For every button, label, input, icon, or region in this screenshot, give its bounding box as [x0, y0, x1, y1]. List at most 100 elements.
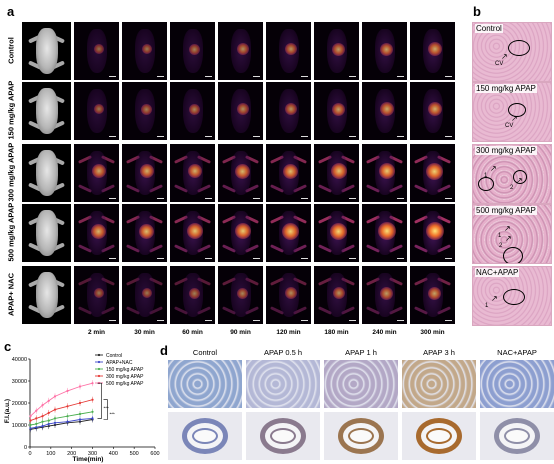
histology-image: 150 mg/kg APAP CV ↗	[472, 82, 552, 142]
significance-marker: ***	[110, 412, 116, 417]
data-point	[47, 411, 50, 414]
ihc-tissue-image	[168, 360, 242, 408]
data-point	[91, 410, 94, 413]
series-line	[30, 411, 93, 426]
annotation-circle	[508, 103, 526, 117]
y-tick-label: 0	[24, 445, 27, 451]
arrow-icon: ↗	[491, 294, 498, 303]
arrow-icon: ↗	[511, 114, 518, 123]
annotation-circle	[503, 289, 525, 305]
data-point	[41, 404, 44, 407]
data-point	[66, 389, 69, 392]
time-label: 240 min	[372, 329, 397, 336]
data-point	[41, 425, 44, 428]
time-label: 300 min	[420, 329, 445, 336]
annotation-circle	[503, 247, 523, 263]
y-tick-label: 30000	[12, 379, 27, 385]
ihc-tissue-image	[480, 360, 554, 408]
data-point	[41, 415, 44, 418]
time-label: 60 min	[182, 329, 203, 336]
brightfield-image	[22, 204, 71, 262]
legend-label: Control	[106, 353, 122, 359]
ihc-tissue-image	[246, 360, 320, 408]
x-axis-label: Time(min)	[73, 456, 104, 463]
data-point	[53, 408, 57, 411]
data-point	[78, 385, 82, 388]
fluorescence-image	[314, 144, 359, 202]
fluorescence-image	[410, 22, 455, 80]
histology-label: 150 mg/kg APAP	[475, 84, 537, 93]
histology-label: Control	[475, 24, 503, 33]
data-point	[41, 420, 44, 423]
annotation-text: CV	[505, 123, 514, 129]
annotation-text: 2	[499, 243, 503, 249]
x-tick-label: 100	[46, 451, 55, 457]
fluorescence-image	[314, 204, 359, 262]
ihc-column-title: NAC+APAP	[497, 348, 537, 357]
legend-label: 300 mg/kg APAP	[106, 374, 144, 380]
row-label: 300 mg/kg APAP	[6, 142, 16, 202]
fluorescence-image	[218, 266, 263, 324]
fluorescence-image	[170, 144, 215, 202]
histology-image: 500 mg/kg APAP 1 ↗ 2 ↗	[472, 204, 552, 264]
x-tick-label: 0	[28, 451, 31, 457]
histology-label: NAC+APAP	[475, 268, 520, 277]
panel-letter-b: b	[473, 4, 481, 19]
time-label: 180 min	[324, 329, 349, 336]
histology-image: 300 mg/kg APAP 1 ↗ 2 ↗	[472, 144, 552, 204]
time-label: 2 min	[88, 329, 105, 336]
fluorescence-image	[122, 204, 167, 262]
significance-bracket	[97, 382, 102, 419]
arrow-icon: ↗	[490, 164, 497, 173]
fluorescence-image	[122, 22, 167, 80]
brightfield-image	[22, 266, 71, 324]
panel-letter-c: c	[4, 339, 12, 354]
histology-image: NAC+APAP 1 ↗	[472, 266, 552, 326]
fluorescence-image	[266, 144, 311, 202]
brightfield-image	[22, 22, 71, 80]
ihc-column-title: APAP 1 h	[345, 348, 377, 357]
annotation-text: 1	[498, 233, 502, 239]
legend-label: 150 mg/kg APAP	[106, 367, 144, 373]
histology-image: Control CV ↗	[472, 22, 552, 82]
data-point	[91, 417, 94, 420]
fluorescence-image	[74, 204, 119, 262]
ihc-vessel-image	[402, 412, 476, 460]
data-point	[78, 401, 82, 405]
panel-b-histology: Control CV ↗ 150 mg/kg APAP CV ↗ 300 mg/kg APA…	[470, 0, 554, 340]
fluorescence-image	[122, 82, 167, 140]
panel-letter-a: a	[7, 4, 15, 19]
row-label: APAP+ NAC	[6, 273, 16, 316]
ihc-vessel-image	[480, 412, 554, 460]
fluorescence-image	[362, 144, 407, 202]
y-tick-label: 10000	[12, 423, 27, 429]
data-point	[78, 412, 82, 416]
data-point	[78, 418, 82, 421]
data-point	[91, 382, 94, 385]
data-point	[35, 426, 38, 429]
data-point	[35, 422, 38, 425]
time-label: 90 min	[230, 329, 251, 336]
fluorescence-image	[218, 204, 263, 262]
histology-label: 300 mg/kg APAP	[475, 146, 537, 155]
data-point	[66, 415, 69, 418]
data-point	[66, 420, 69, 423]
brightfield-image	[22, 144, 71, 202]
row-label: Control	[6, 37, 16, 64]
ihc-tissue-image	[402, 360, 476, 408]
series-line	[30, 419, 93, 430]
fluorescence-image	[410, 144, 455, 202]
significance-bracket	[103, 399, 108, 420]
x-tick-label: 200	[67, 451, 76, 457]
fluorescence-image	[170, 82, 215, 140]
data-point	[35, 409, 38, 412]
fluorescence-image	[362, 204, 407, 262]
arrow-icon: ↗	[504, 224, 511, 233]
legend-marker	[97, 353, 101, 357]
significance-marker: ***	[104, 406, 110, 411]
annotation-text: CV	[495, 61, 504, 67]
fluorescence-image	[266, 22, 311, 80]
x-tick-label: 500	[130, 451, 139, 457]
panel-a-fluorescence-grid: Control 150 mg/kg APAP 300 mg/kg APAP 500 m…	[6, 22, 455, 336]
data-point	[53, 421, 57, 424]
